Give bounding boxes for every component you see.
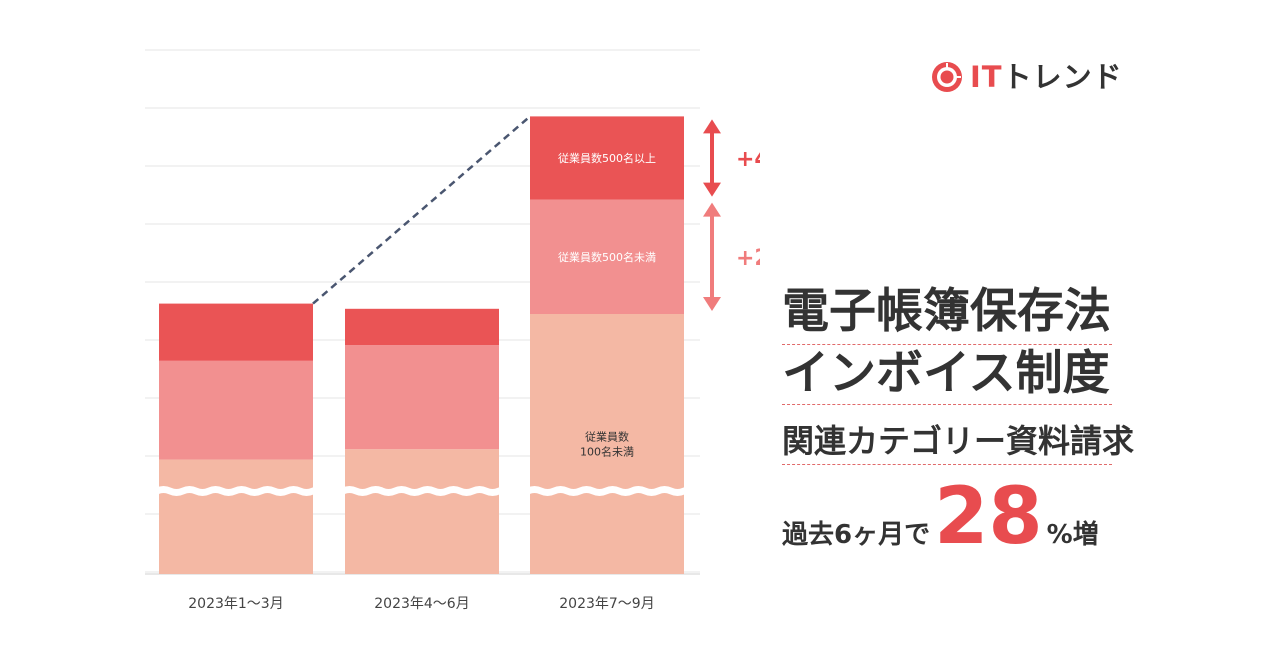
headline-underline-1 — [782, 344, 1112, 346]
axis-break-mark — [341, 486, 527, 496]
growth-prefix: 過去6ヶ月で — [782, 520, 931, 550]
headline-underline-3 — [782, 464, 1112, 466]
headline-line-1: 電子帳簿保存法 — [782, 284, 1111, 339]
series-label: 従業員数 — [585, 431, 629, 444]
bar-segment — [159, 303, 313, 361]
annotation-value: +28 — [736, 246, 760, 271]
bar-segment — [530, 116, 684, 200]
series-label: 従業員数500名未満 — [558, 250, 656, 264]
axis-break-mark — [155, 486, 341, 496]
x-tick-label: 2023年1〜3月 — [188, 596, 283, 612]
bar-segment — [345, 345, 499, 450]
bar-segment — [530, 199, 684, 314]
bar-segment — [159, 360, 313, 460]
series-label: 100名未満 — [580, 445, 634, 459]
brand-name: ITトレンド — [970, 60, 1123, 94]
growth-number: 28 — [934, 472, 1043, 562]
growth-statement: 過去6ヶ月で 28 %増 — [782, 478, 1099, 556]
x-tick-label: 2023年7〜9月 — [559, 596, 654, 612]
trend-line — [312, 115, 531, 305]
bar-segment — [345, 449, 499, 574]
headline-line-2: インボイス制度 — [782, 346, 1110, 401]
series-label: 従業員数500名以上 — [558, 151, 656, 165]
headline-underline-2 — [782, 404, 1112, 406]
growth-suffix: %増 — [1046, 520, 1099, 550]
annotation-arrow-head — [703, 182, 721, 197]
brand-name-accent: IT — [970, 60, 1003, 94]
axis-break-mark — [526, 486, 712, 496]
annotation-arrow-head — [703, 202, 721, 217]
brand-logo: ITトレンド — [930, 60, 1123, 94]
brand-name-rest: トレンド — [1002, 60, 1123, 94]
annotation-arrow-head — [703, 297, 721, 311]
target-icon — [932, 62, 962, 92]
annotation-value: +46 — [736, 147, 760, 172]
x-tick-label: 2023年4〜6月 — [374, 596, 469, 612]
bar-segment — [159, 459, 313, 574]
headline-line-3: 関連カテゴリー資料請求 — [782, 422, 1135, 460]
bar-segment — [530, 314, 684, 574]
annotation-arrow-head — [703, 119, 721, 134]
bar-segment — [345, 308, 499, 346]
